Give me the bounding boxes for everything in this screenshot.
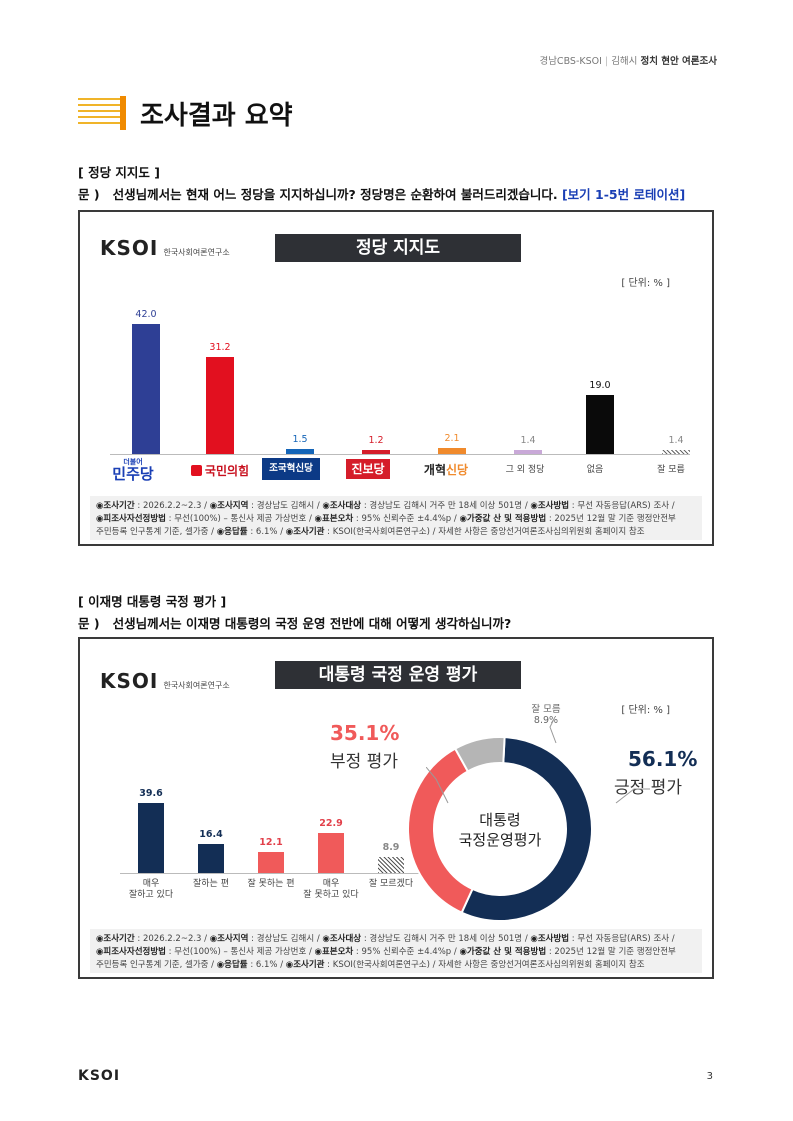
eval-value-label: 12.1: [259, 836, 283, 848]
eval-category-label: 잘하는 편: [193, 879, 229, 889]
dk-leader-line: [549, 718, 557, 744]
eval-category-label: 잘 못하는 편: [247, 879, 295, 889]
party-bar: [286, 449, 314, 454]
page-number: 3: [706, 1071, 713, 1082]
party-value-label: 1.4: [668, 434, 684, 446]
eval-value-label: 16.4: [199, 829, 223, 840]
eval-value-label: 39.6: [139, 788, 163, 799]
party-label-none: 없음: [586, 465, 604, 475]
eval-x-axis: [120, 873, 420, 874]
footer-logo: KSOI: [78, 1068, 121, 1084]
party-value-label: 42.0: [135, 309, 157, 320]
party-bar: [514, 449, 542, 454]
negative-percent: 35.1%: [330, 721, 400, 745]
survey-footnote: ◉조사기간 : 2026.2.2~2.3 / ◉조사지역 : 경상남도 김해시 …: [90, 929, 702, 973]
unit-label: [ 단위: % ]: [621, 278, 670, 289]
donut-center-label: 국정운영평가: [459, 831, 542, 849]
eval-value-label: 8.9: [382, 842, 400, 854]
president-bar-chart: 39.6 매우 잘하고 있다 16.4 잘하는 편 12.1 잘 못하는 편 22.9 매우 잘 …: [80, 639, 420, 929]
chart-title-party: 정당 지지도: [275, 234, 521, 262]
eval-category-label: 잘 모르겠다: [368, 879, 414, 889]
party-label-rebuild: 조국혁신당: [262, 458, 320, 480]
president-eval-panel: KSOI 한국사회여론연구소 대통령 국정 운영 평가 [ 단위: % ] 39…: [78, 637, 714, 979]
party-bar: [362, 450, 390, 454]
negative-label: 부정 평가: [330, 752, 398, 772]
question-president: 문 ) 선생님께서는 이재명 대통령의 국정 운영 전반에 대해 어떻게 생각하…: [78, 616, 512, 631]
survey-footnote: ◉조사기간 : 2026.2.2~2.3 / ◉조사지역 : 경상남도 김해시 …: [90, 496, 702, 540]
ksoi-logo: KSOI 한국사회여론연구소: [100, 236, 230, 260]
party-value-label: 1.5: [292, 434, 308, 446]
eval-category-label: 매우 잘하고 있다: [128, 879, 174, 900]
unit-label: [ 단위: % ]: [621, 705, 670, 716]
ppp-logo-icon: [190, 465, 202, 476]
party-label-progressive: 진보당: [346, 459, 390, 479]
party-label-other: 그 외 정당: [505, 465, 545, 475]
party-bar: [662, 449, 690, 454]
party-bar-chart: 42.0 31.2 1.5 1.2 2.1 1.4 19.0 1.4: [80, 212, 712, 502]
ksoi-logo: KSOI 한국사회여론연구소: [100, 669, 230, 693]
running-header: 경남CBS-KSOI | 김해시 정치 현안 여론조사: [539, 56, 717, 67]
party-label-ppp: 국민의힘: [178, 462, 262, 479]
section-heading-president: [ 이재명 대통령 국정 평가 ]: [78, 594, 227, 609]
chart-title-president: 대통령 국정 운영 평가: [275, 661, 521, 689]
party-x-axis: [110, 454, 690, 455]
donut-slice: [453, 736, 506, 773]
party-bar: [206, 357, 234, 454]
eval-bar: [318, 832, 344, 873]
party-label-reform: 개혁신당: [423, 463, 469, 477]
title-decoration-icon: [78, 96, 126, 130]
negative-leader-line: [426, 767, 449, 804]
positive-label: 긍정 평가: [614, 778, 682, 798]
question-party: 문 ) 선생님께서는 현재 어느 정당을 지지하십니까? 정당명은 순환하여 불…: [78, 187, 686, 202]
party-value-label: 1.2: [368, 435, 384, 447]
eval-bar: [198, 844, 224, 873]
party-value-label: 19.0: [589, 380, 611, 392]
party-label-minju: 더불어 민주당: [112, 458, 154, 483]
party-bar: [586, 395, 614, 454]
party-support-panel: KSOI 한국사회여론연구소 정당 지지도 [ 단위: % ] 42.0 31.2…: [78, 210, 714, 546]
eval-bar: [258, 851, 284, 873]
party-label-dk: 잘 모름: [657, 465, 685, 475]
eval-bar: [378, 857, 404, 873]
positive-leader-line: [615, 788, 650, 804]
eval-bar: [138, 803, 164, 873]
positive-percent: 56.1%: [628, 747, 698, 771]
donut-slice: [460, 736, 593, 922]
donut-center-label: 대통령: [479, 811, 520, 829]
party-value-label: 2.1: [444, 432, 460, 444]
eval-value-label: 22.9: [319, 817, 343, 829]
section-heading-party: [ 정당 지지도 ]: [78, 165, 160, 180]
page-title: 조사결과 요약: [140, 101, 293, 131]
eval-category-label: 매우 잘 못하고 있다: [303, 879, 359, 900]
party-bar: [132, 324, 160, 454]
party-value-label: 1.4: [520, 434, 536, 446]
dk-label: 잘 모름 8.9%: [531, 704, 561, 726]
party-value-label: 31.2: [209, 342, 231, 354]
party-bar: [438, 447, 466, 454]
